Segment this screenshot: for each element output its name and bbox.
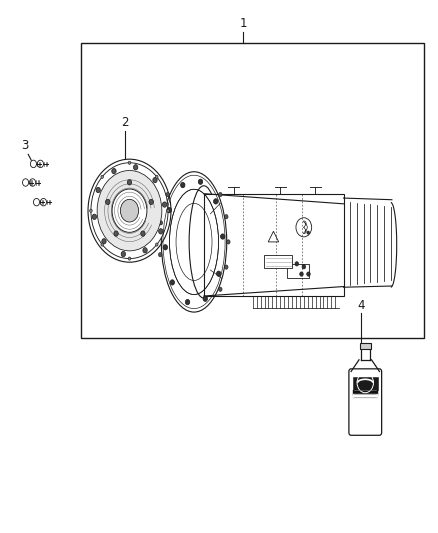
Bar [360,343,371,349]
Circle shape [162,202,167,207]
Circle shape [153,177,157,183]
Circle shape [225,265,228,269]
FancyBboxPatch shape [349,369,381,435]
Circle shape [307,272,310,276]
Ellipse shape [91,163,168,259]
Text: 4: 4 [357,298,365,312]
Circle shape [185,300,190,305]
Circle shape [127,180,132,185]
Circle shape [155,175,158,179]
Text: 1: 1 [239,17,247,30]
Circle shape [92,214,96,220]
Circle shape [167,207,172,213]
Circle shape [220,234,225,239]
Ellipse shape [112,189,147,232]
Bar [287,264,309,278]
Circle shape [166,192,170,197]
Bar [353,377,378,390]
Circle shape [101,243,103,246]
Circle shape [128,161,131,164]
Circle shape [216,271,221,277]
Bar [264,255,293,268]
Circle shape [214,199,218,204]
Circle shape [114,231,118,236]
Bar [353,394,378,398]
Circle shape [307,231,310,234]
Circle shape [155,243,158,246]
Circle shape [302,265,306,269]
Circle shape [163,245,168,250]
Circle shape [102,239,106,244]
Text: 3: 3 [21,139,28,152]
Ellipse shape [97,171,162,251]
Circle shape [159,253,162,257]
Circle shape [134,165,138,170]
Circle shape [295,262,299,266]
Ellipse shape [88,159,171,262]
Circle shape [198,179,203,184]
Circle shape [112,168,116,174]
Circle shape [225,215,228,219]
Circle shape [167,209,170,212]
Circle shape [128,257,131,260]
Circle shape [101,175,103,179]
Circle shape [180,182,185,188]
Circle shape [121,252,126,257]
Ellipse shape [189,186,219,298]
Circle shape [106,199,110,205]
Circle shape [143,248,147,253]
Circle shape [300,272,303,276]
Circle shape [159,229,163,234]
Circle shape [149,199,153,205]
Ellipse shape [120,199,138,222]
Circle shape [203,296,208,302]
Circle shape [141,231,145,236]
Bar [204,193,343,296]
Bar [81,43,424,338]
Text: 2: 2 [121,116,129,130]
Circle shape [159,221,162,225]
Circle shape [170,280,174,285]
Circle shape [90,209,92,212]
Circle shape [219,192,222,197]
Bar [353,390,378,394]
Circle shape [96,187,100,192]
Circle shape [219,287,222,292]
Circle shape [226,240,230,244]
